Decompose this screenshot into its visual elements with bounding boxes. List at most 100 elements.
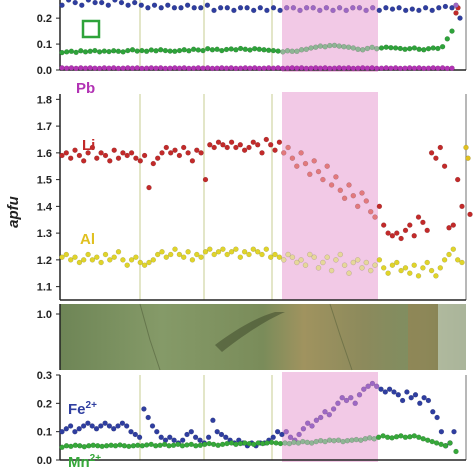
point-al [246,251,252,258]
guide-line-group [139,0,273,460]
point-blue [264,7,270,14]
point-al [315,265,322,271]
point-lead [195,65,202,71]
point-mn [286,440,293,447]
point-green [280,49,286,55]
point-al [89,257,96,263]
y-tick-label: 1.2 [37,255,52,267]
point-li [220,142,226,148]
point-li [363,198,369,204]
point-blue [370,5,376,11]
point-blue [330,7,336,14]
point-green [214,46,220,52]
point-li [107,158,113,164]
point-al [424,259,430,266]
point-mn [335,437,342,443]
point-blue [350,5,356,11]
point-li [446,225,452,231]
point-fe [417,400,423,406]
point-lead [280,65,286,72]
point-lead [355,65,361,71]
point-fe [171,437,177,443]
point-al [133,254,139,260]
y-tick-label: 1.5 [37,175,52,187]
point-li [115,155,122,161]
label-lead: Pb [76,80,95,97]
point-mn [188,441,195,448]
point-fe [326,412,332,418]
point-lead [251,65,258,71]
point-lead [87,65,93,71]
point-li [450,222,456,228]
point-al [350,259,356,266]
point-mn [184,442,190,448]
point-green [139,47,145,54]
point-green [374,46,380,52]
point-mn [349,437,355,443]
point-al [220,246,226,252]
point-blue [85,0,92,3]
point-mn [344,438,351,444]
point-green [120,49,126,55]
point-green [360,47,366,53]
point-lead [392,65,399,71]
point-lead [270,65,277,71]
point-mn [206,440,212,447]
point-blue [65,0,72,3]
point-li [311,158,317,164]
point-al [237,254,244,260]
point-li [120,150,126,156]
point-al [141,262,148,268]
point-mn [309,440,315,446]
point-lead [411,65,418,71]
point-al [67,257,74,263]
point-li [411,233,417,239]
point-li [415,214,422,220]
point-li [324,163,330,169]
point-li [237,142,244,148]
point-al [85,251,91,258]
point-lead [256,65,262,72]
point-li [315,168,322,175]
point-mn [219,441,226,448]
point-lead [209,65,216,72]
point-green [219,47,225,54]
point-mn [313,438,319,445]
point-lead [237,65,244,71]
point-al [180,254,187,260]
point-lead [214,65,220,71]
point-fe [283,429,289,435]
point-fe [179,437,186,443]
point-fe [205,434,212,440]
point-mn [135,442,141,448]
point-al [420,265,426,271]
point-lead [190,65,197,71]
point-al [255,249,261,255]
point-mn [358,437,364,443]
point-green [355,46,361,52]
point-green [87,48,93,54]
point-blue [416,7,422,14]
y-tick-label: 1.7 [37,121,52,133]
point-al [320,259,326,266]
point-green [251,46,258,52]
point-al [159,249,165,255]
point-green [200,47,206,54]
point-blue [436,5,442,11]
point-li [372,214,378,220]
point-lead [101,65,108,71]
point-green [402,46,408,52]
point-green [317,43,324,49]
point-green [233,47,239,53]
point-mn [117,442,123,448]
point-li [433,155,439,161]
point-li [176,152,183,159]
point-fe [158,434,164,440]
point-al [259,251,265,258]
point-green [322,44,328,50]
point-fe [412,392,419,398]
point-fe [343,397,350,404]
core-photo-edge [438,304,466,370]
point-li [211,144,217,151]
point-al [355,257,361,263]
